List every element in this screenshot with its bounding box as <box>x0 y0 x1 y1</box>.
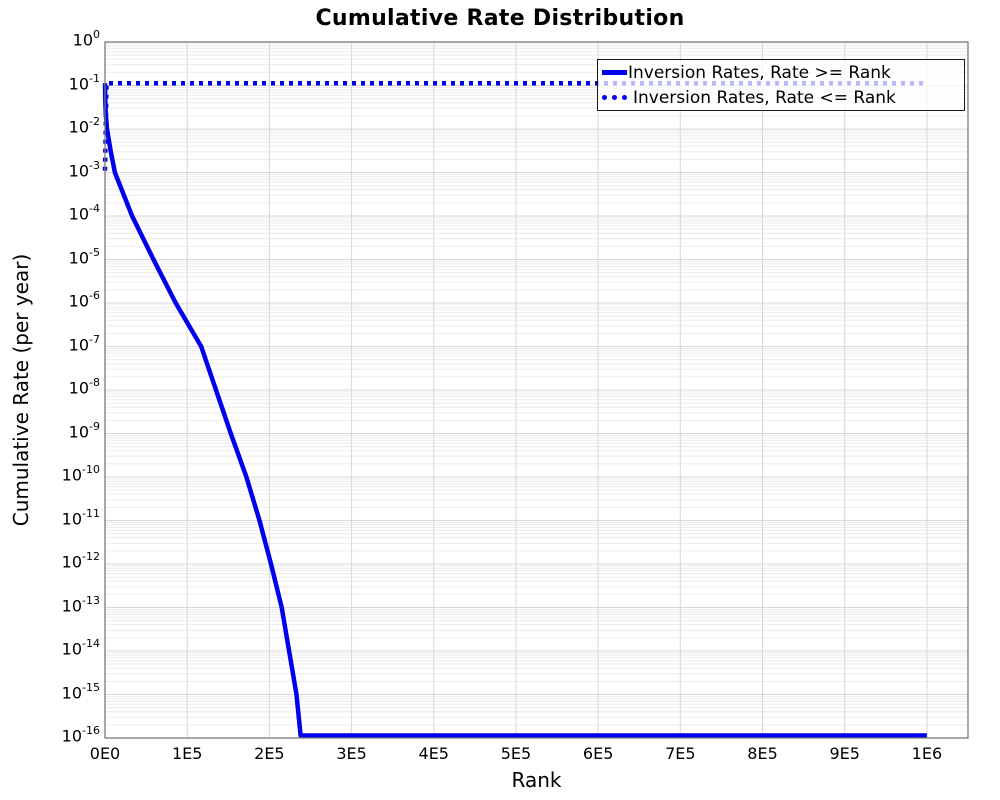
x-tick-label: 1E5 <box>171 744 203 763</box>
y-tick-label: 100 <box>72 28 100 50</box>
x-tick-label: 5E5 <box>500 744 532 763</box>
y-tick-label: 10-4 <box>68 202 100 224</box>
legend-label-rate-ge-rank: Inversion Rates, Rate >= Rank <box>628 62 891 83</box>
x-tick-label: 3E5 <box>336 744 367 763</box>
x-tick-label: 2E5 <box>254 744 285 763</box>
y-tick-label: 10-1 <box>68 71 100 93</box>
y-tick-label: 10-9 <box>68 419 100 441</box>
legend: Inversion Rates, Rate >= Rank Inversion … <box>597 59 965 111</box>
y-tick-label: 10-15 <box>61 680 100 702</box>
x-tick-label: 1E6 <box>911 744 943 763</box>
x-axis-title: Rank <box>511 768 562 792</box>
solid-line-sample-icon <box>602 70 627 75</box>
y-tick-label: 10-11 <box>61 506 100 528</box>
y-tick-label: 10-10 <box>61 463 100 485</box>
x-tick-label: 7E5 <box>665 744 696 763</box>
y-tick-label: 10-3 <box>68 158 100 180</box>
y-tick-label: 10-8 <box>68 376 100 398</box>
x-tick-label: 9E5 <box>829 744 860 763</box>
x-tick-label: 0E0 <box>89 744 121 763</box>
y-tick-label: 10-12 <box>61 550 100 572</box>
y-tick-label: 10-7 <box>68 332 100 354</box>
y-tick-label: 10-13 <box>61 593 100 615</box>
y-axis-tick-labels: 100 10-1 10-2 10-3 10-4 10-5 10-6 10-7 10-8 10-9 1… <box>0 0 100 800</box>
legend-label-rate-le-rank: Inversion Rates, Rate <= Rank <box>633 87 896 108</box>
dotted-line-sample-icon <box>602 95 627 100</box>
y-tick-label: 10-2 <box>68 115 100 137</box>
x-tick-label: 8E5 <box>747 744 778 763</box>
x-tick-label: 6E5 <box>582 744 614 763</box>
x-tick-label: 4E5 <box>418 744 449 763</box>
legend-item-rate-le-rank: Inversion Rates, Rate <= Rank <box>598 85 964 110</box>
legend-item-rate-ge-rank: Inversion Rates, Rate >= Rank <box>598 60 964 85</box>
y-tick-label: 10-16 <box>61 724 100 746</box>
y-tick-label: 10-6 <box>68 289 100 311</box>
chart-title: Cumulative Rate Distribution <box>315 6 685 31</box>
y-tick-label: 10-14 <box>61 637 100 659</box>
y-tick-label: 10-5 <box>68 245 100 267</box>
